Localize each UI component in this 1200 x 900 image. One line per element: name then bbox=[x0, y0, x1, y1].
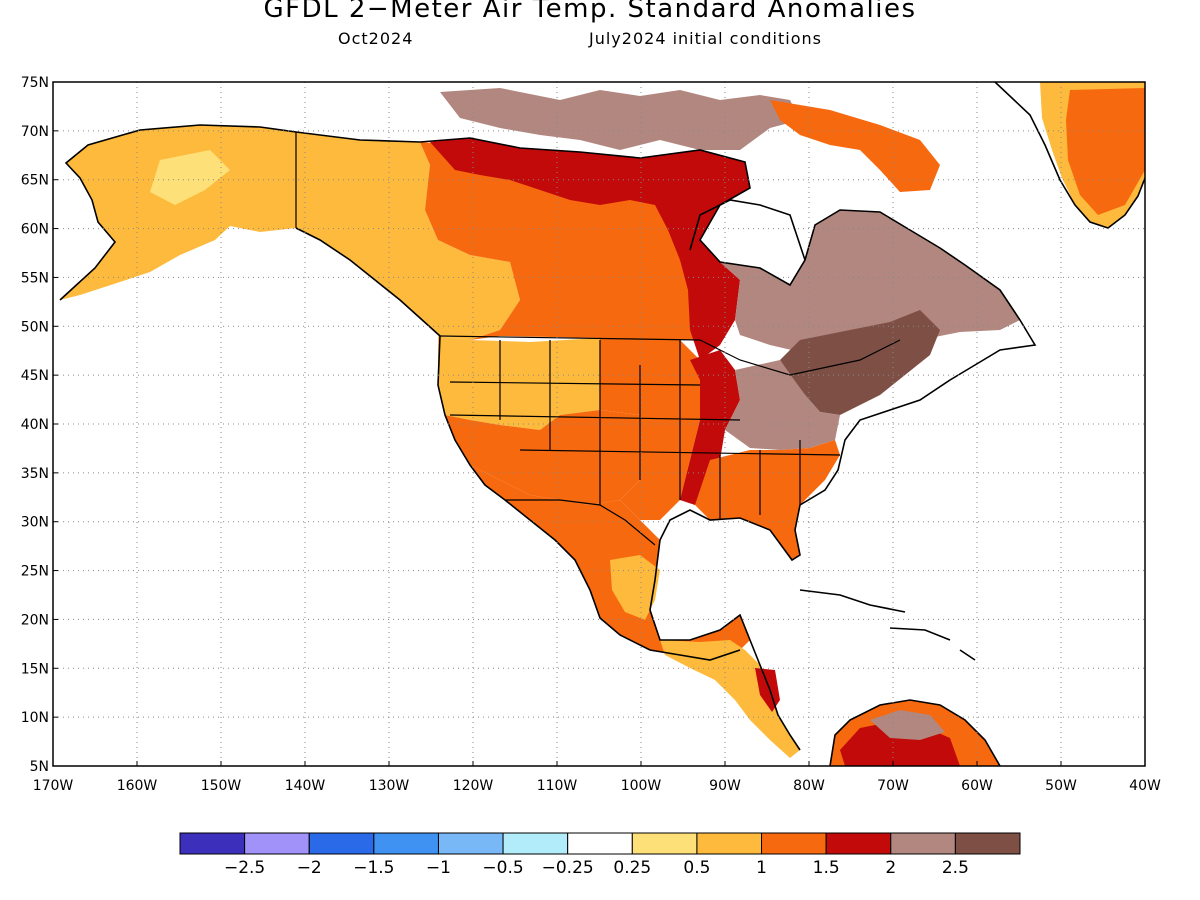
us-canada-border bbox=[439, 335, 901, 376]
lat-tick-label: 20N bbox=[21, 612, 49, 628]
colorbar-swatch bbox=[954, 832, 1021, 855]
coastline-pacific bbox=[295, 227, 741, 661]
colorbar-swatch bbox=[502, 832, 569, 855]
region-quebec-northeast bbox=[720, 210, 1020, 358]
map-layer bbox=[53, 82, 1145, 766]
lon-tick-label: 60W bbox=[961, 778, 993, 794]
region-canada-west bbox=[296, 132, 520, 340]
colorbar-swatch bbox=[437, 832, 504, 855]
lat-tick-label: 10N bbox=[21, 710, 49, 726]
lat-tick-label: 15N bbox=[21, 661, 49, 677]
region-arctic-red bbox=[770, 100, 940, 192]
lon-tick-label: 120W bbox=[453, 778, 494, 794]
lat-tick-label: 5N bbox=[30, 759, 49, 775]
colorbar-swatch bbox=[825, 832, 892, 855]
lat-tick-label: 70N bbox=[21, 124, 49, 140]
region-alaska bbox=[60, 125, 296, 300]
lat-tick-label: 55N bbox=[21, 270, 49, 286]
lat-tick-label: 50N bbox=[21, 319, 49, 335]
colorbar-swatch bbox=[890, 832, 956, 855]
lon-tick-label: 70W bbox=[877, 778, 909, 794]
political-boundaries bbox=[295, 132, 901, 546]
lon-tick-label: 160W bbox=[117, 778, 158, 794]
region-canada-north bbox=[430, 138, 750, 360]
lon-tick-label: 110W bbox=[537, 778, 578, 794]
colorbar-swatch bbox=[179, 832, 246, 855]
colorbar-swatch bbox=[761, 832, 827, 855]
colorbar-label: 2 bbox=[885, 858, 896, 878]
lon-tick-label: 90W bbox=[709, 778, 741, 794]
lon-tick-label: 170W bbox=[33, 778, 74, 794]
lon-tick-label: 40W bbox=[1129, 778, 1161, 794]
map-title: GFDL 2−Meter Air Temp. Standard Anomalie… bbox=[263, 0, 917, 24]
lon-tick-label: 100W bbox=[621, 778, 662, 794]
coastline-hudson-bay bbox=[689, 199, 806, 261]
coastline-greenland bbox=[994, 82, 1145, 229]
region-mexico-east bbox=[610, 555, 660, 620]
lat-tick-label: 35N bbox=[21, 466, 49, 482]
colorbar-label: 2.5 bbox=[942, 858, 969, 878]
lat-tick-label: 65N bbox=[21, 173, 49, 189]
colorbar-label: −2 bbox=[297, 858, 322, 878]
colorbar-label: −2.5 bbox=[224, 858, 265, 878]
lon-tick-label: 50W bbox=[1045, 778, 1077, 794]
lat-tick-label: 40N bbox=[21, 417, 49, 433]
lon-tick-label: 150W bbox=[201, 778, 242, 794]
colorbar-swatch bbox=[308, 832, 375, 855]
region-ohio-valley bbox=[725, 360, 840, 450]
colorbar-label: 1 bbox=[756, 858, 767, 878]
colorbar-label: 0.25 bbox=[613, 858, 651, 878]
colorbar-swatch bbox=[696, 832, 763, 855]
lon-tick-label: 130W bbox=[369, 778, 410, 794]
region-central-america bbox=[660, 640, 800, 758]
colorbar-swatch bbox=[631, 832, 698, 855]
lat-tick-label: 60N bbox=[21, 222, 49, 238]
lon-tick-label: 140W bbox=[285, 778, 326, 794]
forecast-month: Oct2024 bbox=[338, 29, 414, 48]
initial-conditions: July2024 initial conditions bbox=[589, 29, 822, 48]
region-arctic-islands bbox=[440, 88, 800, 150]
region-greenland-core bbox=[1066, 88, 1145, 215]
lat-tick-label: 45N bbox=[21, 368, 49, 384]
coastline-south-america bbox=[829, 699, 1001, 766]
region-southeast-us bbox=[695, 440, 840, 560]
colorbar-swatch bbox=[567, 832, 633, 855]
colorbar-label: −0.25 bbox=[542, 858, 594, 878]
colorbar-swatch bbox=[373, 832, 439, 855]
lat-tick-label: 30N bbox=[21, 515, 49, 531]
region-mississippi-valley bbox=[680, 350, 740, 505]
lat-tick-label: 25N bbox=[21, 564, 49, 580]
axis-labels: 5N 10N 15N 20N 25N 30N 35N 40N 45N 50N 55N 60N 65N 70… bbox=[21, 75, 1161, 794]
lat-tick-label: 75N bbox=[21, 75, 49, 91]
colorbar-label: −0.5 bbox=[482, 858, 523, 878]
colorbar-label: −1 bbox=[426, 858, 451, 878]
region-mexico bbox=[470, 465, 750, 660]
graticule bbox=[53, 82, 1145, 766]
colorbar-label: 0.5 bbox=[683, 858, 710, 878]
state-lines bbox=[449, 340, 841, 520]
lon-tick-label: 80W bbox=[793, 778, 825, 794]
colorbar: −2.5 −2 −1.5 −1 −0.5 −0.25 0.25 0.5 1 1.5 2 2.5 bbox=[179, 832, 1021, 878]
region-us-southwest bbox=[445, 410, 640, 505]
colorbar-label: 1.5 bbox=[813, 858, 840, 878]
colorbar-swatch bbox=[244, 832, 310, 855]
coastline-caribbean bbox=[799, 589, 976, 661]
region-alaska-inner bbox=[150, 150, 230, 205]
region-northeast-us bbox=[780, 310, 940, 415]
colorbar-label: −1.5 bbox=[353, 858, 394, 878]
